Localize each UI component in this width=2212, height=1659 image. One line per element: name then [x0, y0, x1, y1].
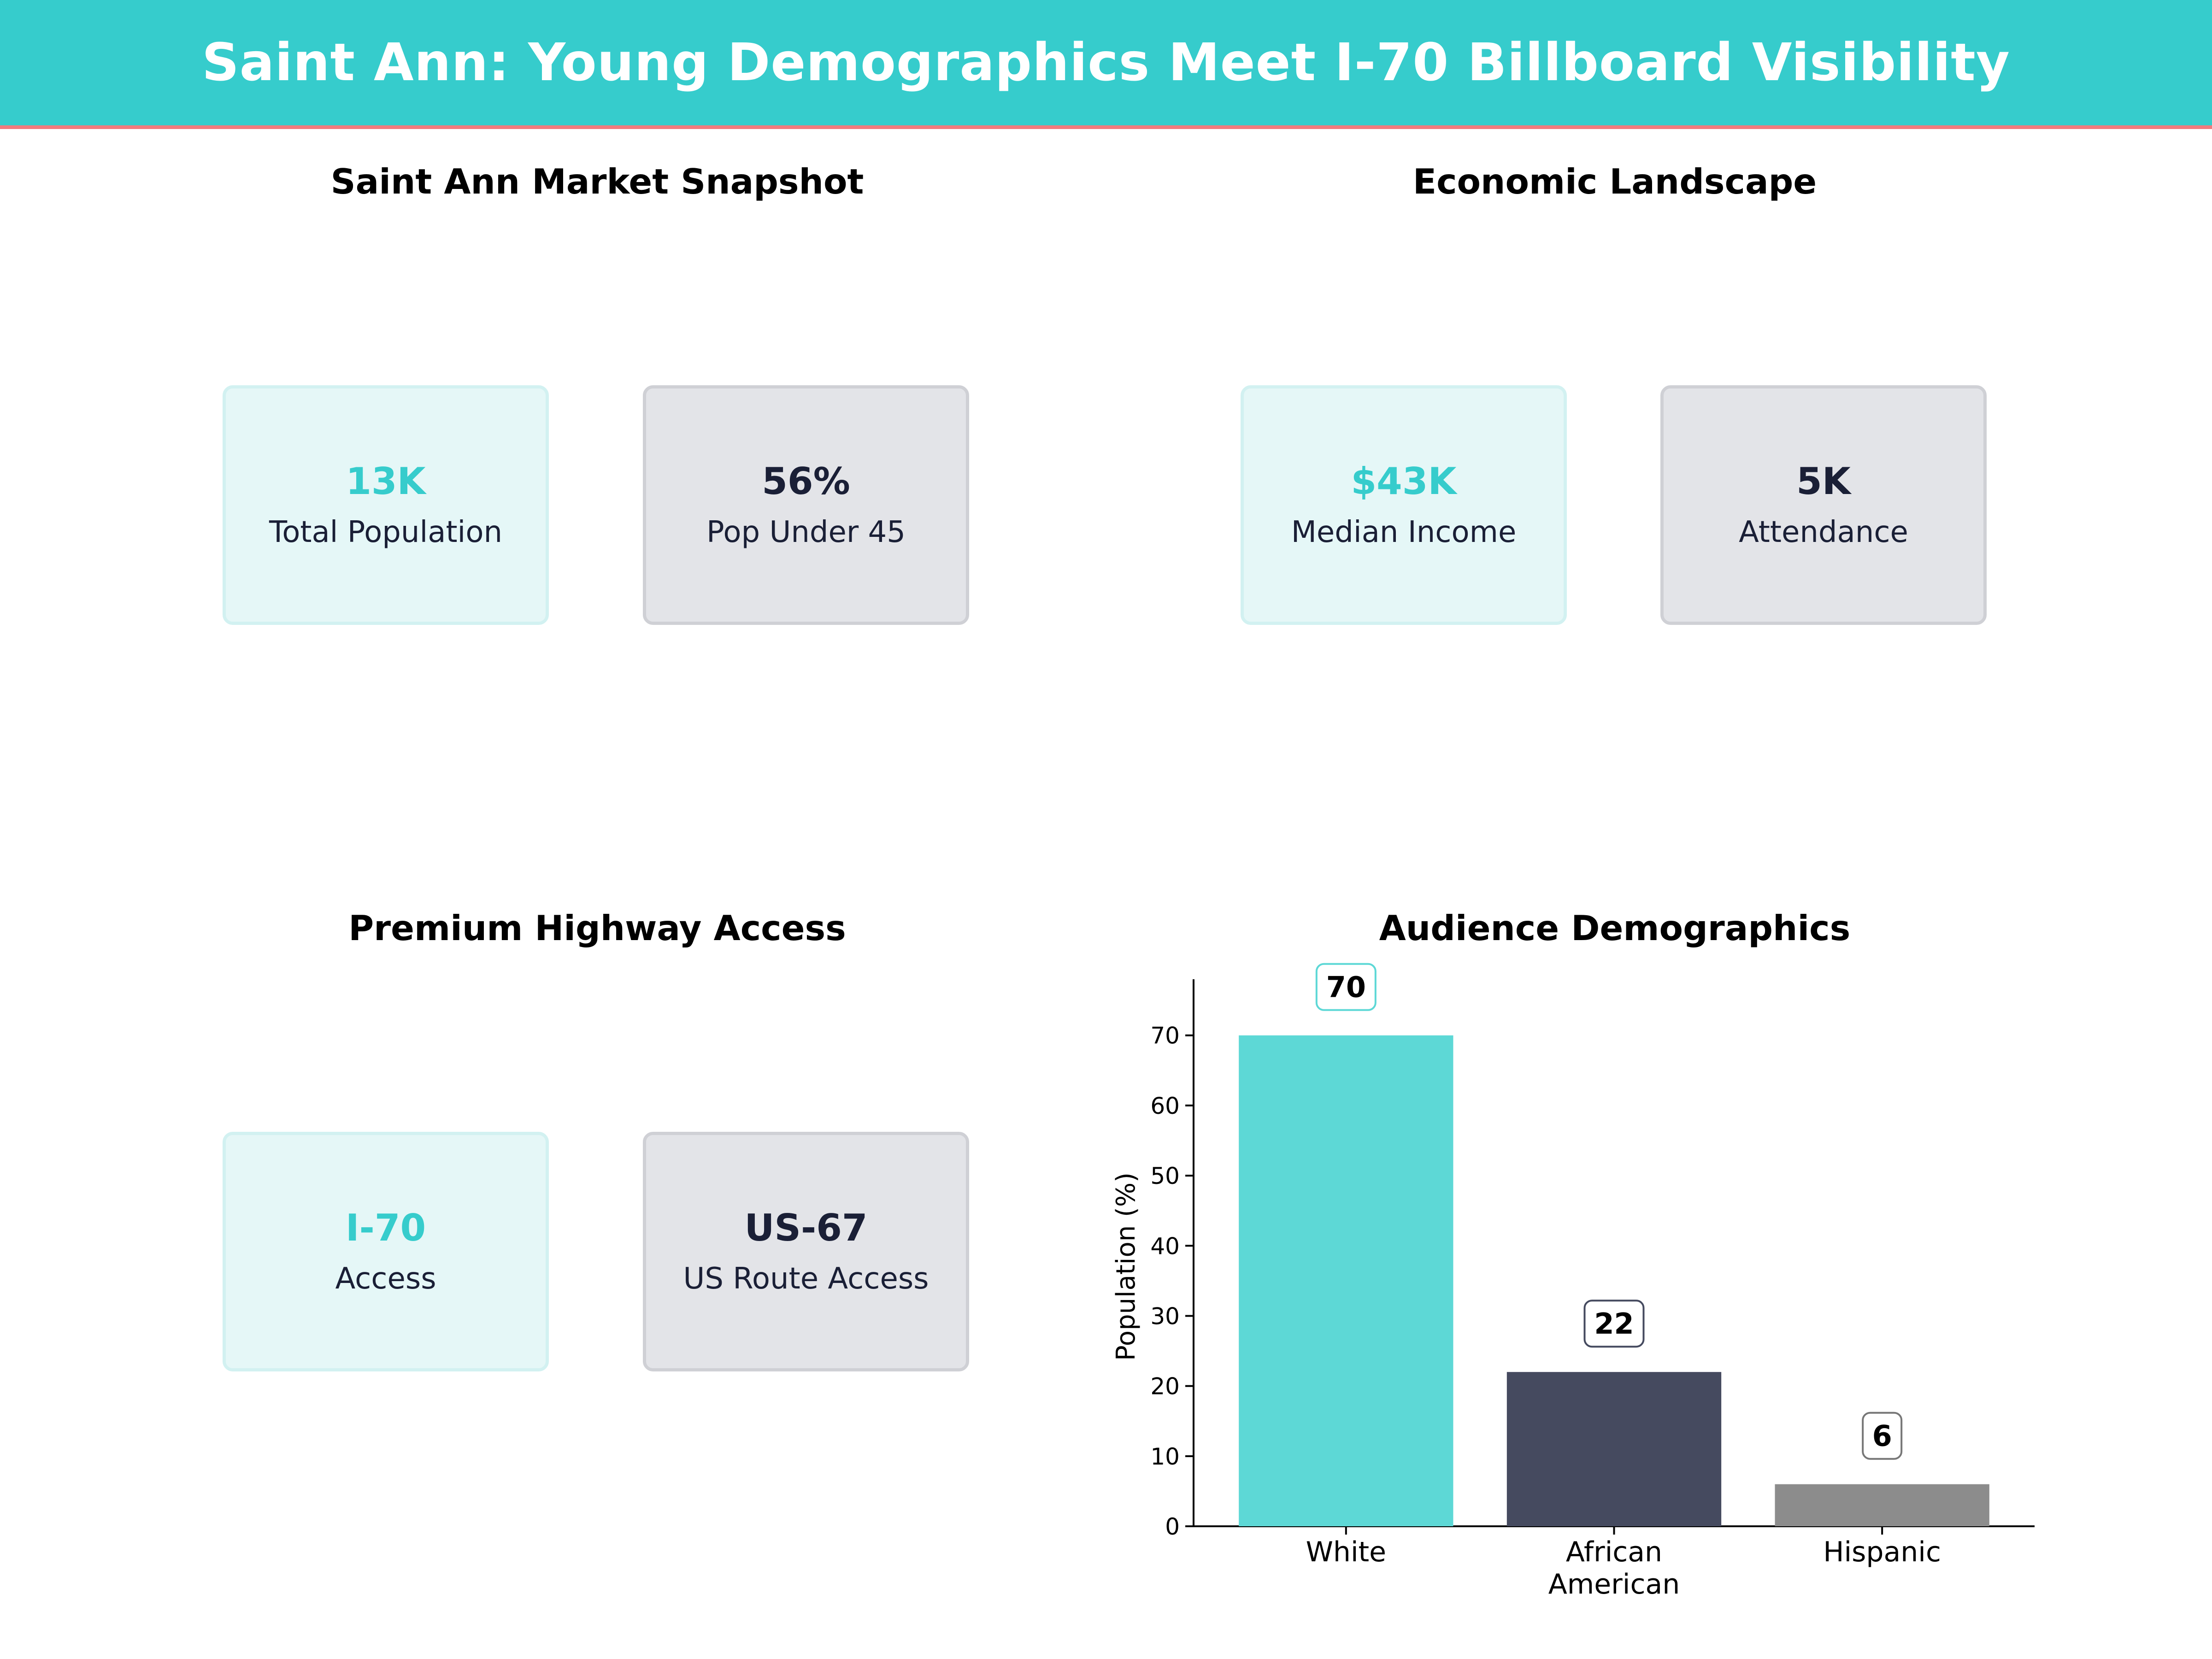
x-tick-label: White — [1306, 1536, 1386, 1568]
data-label-box — [1862, 1412, 1903, 1460]
bar-african-american — [1506, 1372, 1722, 1526]
total-population-label: Total Population — [269, 515, 503, 549]
total-population-card: 13K Total Population — [223, 385, 549, 625]
x-tick-label: African American — [1548, 1536, 1680, 1600]
snapshot-panel-title: Saint Ann Market Snapshot — [330, 161, 864, 202]
data-label: 70 — [1326, 971, 1366, 1004]
data-label: 22 — [1594, 1307, 1634, 1341]
data-label: 6 — [1872, 1419, 1892, 1453]
us67-access-label: US Route Access — [683, 1262, 929, 1296]
header-banner: Saint Ann: Young Demographics Meet I-70 … — [0, 0, 2212, 129]
median-income-value: $43K — [1351, 460, 1457, 503]
pop-under-45-value: 56% — [762, 460, 850, 503]
y-tick-label: 10 — [1150, 1443, 1180, 1470]
bar-hispanic — [1775, 1484, 1989, 1526]
highway-panel-title: Premium Highway Access — [348, 908, 846, 948]
attendance-card: 5K Attendance — [1660, 385, 1987, 625]
y-tick-label: 40 — [1150, 1233, 1180, 1259]
y-axis-label: Population (%) — [1111, 1172, 1141, 1361]
x-tick-label: Hispanic — [1823, 1536, 1941, 1568]
attendance-label: Attendance — [1739, 515, 1908, 549]
i70-access-card: I-70 Access — [223, 1132, 549, 1371]
demographics-panel-title: Audience Demographics — [1379, 908, 1851, 948]
economic-panel-title: Economic Landscape — [1412, 161, 1817, 202]
data-label-box — [1583, 1300, 1645, 1348]
us67-access-card: US-67 US Route Access — [643, 1132, 969, 1371]
y-tick-label: 30 — [1150, 1303, 1180, 1330]
pop-under-45-card: 56% Pop Under 45 — [643, 385, 969, 625]
median-income-label: Median Income — [1291, 515, 1517, 549]
pop-under-45-label: Pop Under 45 — [706, 515, 906, 549]
i70-access-label: Access — [335, 1262, 436, 1296]
total-population-value: 13K — [346, 460, 426, 503]
y-tick-label: 50 — [1150, 1163, 1180, 1189]
attendance-value: 5K — [1796, 460, 1851, 503]
bar-white — [1239, 1035, 1453, 1526]
us67-access-value: US-67 — [744, 1206, 868, 1249]
y-tick-label: 20 — [1150, 1373, 1180, 1400]
y-tick-label: 70 — [1150, 1023, 1180, 1049]
data-label-box — [1315, 963, 1377, 1011]
y-tick-label: 0 — [1165, 1513, 1180, 1540]
page-title: Saint Ann: Young Demographics Meet I-70 … — [202, 33, 2010, 93]
i70-access-value: I-70 — [345, 1206, 426, 1249]
median-income-card: $43K Median Income — [1241, 385, 1567, 625]
y-tick-label: 60 — [1150, 1093, 1180, 1119]
